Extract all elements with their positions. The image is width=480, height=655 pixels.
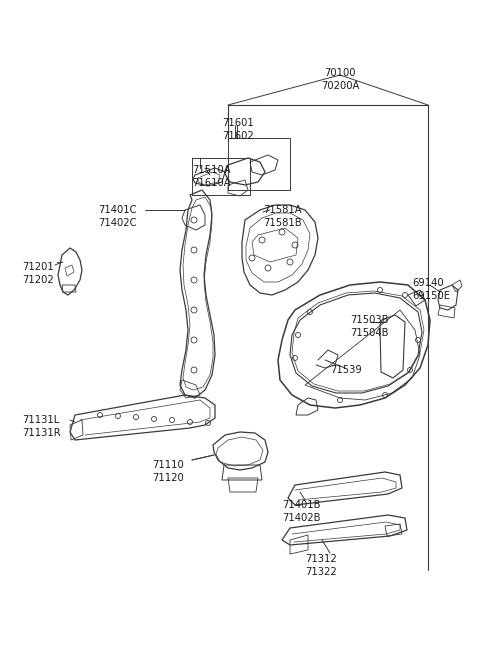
Text: 71201
71202: 71201 71202: [22, 262, 54, 285]
Text: 69140
69150E: 69140 69150E: [412, 278, 450, 301]
Text: 71110
71120: 71110 71120: [152, 460, 184, 483]
Text: 70100
70200A: 70100 70200A: [321, 68, 359, 91]
Text: 71601
71602: 71601 71602: [222, 118, 254, 141]
Text: 71312
71322: 71312 71322: [305, 554, 337, 577]
Text: 71401C
71402C: 71401C 71402C: [98, 205, 136, 228]
Text: 71503B
71504B: 71503B 71504B: [350, 315, 388, 338]
Text: 71401B
71402B: 71401B 71402B: [282, 500, 321, 523]
Text: 71581A
71581B: 71581A 71581B: [263, 205, 301, 228]
Text: 71131L
71131R: 71131L 71131R: [22, 415, 60, 438]
Text: 71539: 71539: [330, 365, 362, 375]
Text: 71510A
71610A: 71510A 71610A: [192, 165, 230, 188]
